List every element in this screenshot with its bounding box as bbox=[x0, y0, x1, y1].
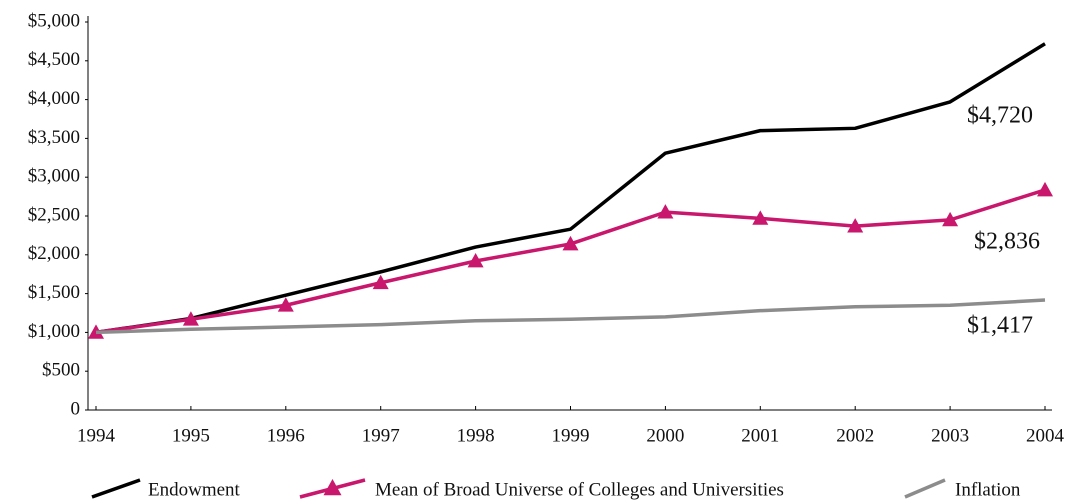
point-marker bbox=[277, 297, 294, 312]
legend-swatch bbox=[904, 478, 946, 499]
series-line bbox=[95, 42, 1046, 335]
x-tick-label: 1996 bbox=[267, 425, 305, 446]
y-tick-label: $3,000 bbox=[28, 166, 80, 187]
y-tick-label: $2,500 bbox=[28, 204, 80, 225]
x-tick-label: 2000 bbox=[646, 425, 684, 446]
y-tick-label: $3,500 bbox=[28, 127, 80, 148]
legend-swatch bbox=[91, 478, 141, 499]
point-marker bbox=[752, 210, 769, 225]
legend-label: Inflation bbox=[955, 479, 1021, 500]
point-marker bbox=[847, 218, 864, 233]
y-tick-label: $5,000 bbox=[28, 10, 80, 31]
x-tick-label: 2003 bbox=[931, 425, 969, 446]
x-tick-label: 1995 bbox=[172, 425, 210, 446]
point-marker bbox=[1037, 181, 1053, 197]
y-tick-label: $1,000 bbox=[28, 321, 80, 342]
series-line bbox=[95, 188, 1046, 335]
point-marker bbox=[657, 204, 674, 219]
x-tick-label: 1997 bbox=[362, 425, 400, 446]
value-label: $2,836 bbox=[974, 229, 1040, 255]
x-tick-label: 2004 bbox=[1026, 425, 1065, 446]
value-label: $4,720 bbox=[967, 103, 1033, 129]
point-marker bbox=[372, 274, 389, 290]
legend-marker bbox=[323, 479, 342, 496]
point-marker bbox=[182, 311, 199, 326]
series-line bbox=[95, 298, 1046, 335]
x-tick-label: 1994 bbox=[77, 425, 116, 446]
y-tick-label: $4,000 bbox=[28, 88, 80, 109]
y-tick-label: $4,500 bbox=[28, 49, 80, 70]
point-marker bbox=[562, 235, 579, 251]
y-tick-label: $2,000 bbox=[28, 243, 80, 264]
point-marker bbox=[942, 211, 959, 227]
x-tick-label: 1999 bbox=[552, 425, 590, 446]
point-marker bbox=[467, 253, 484, 268]
x-tick-label: 1998 bbox=[457, 425, 495, 446]
legend-label: Mean of Broad Universe of Colleges and U… bbox=[375, 479, 784, 500]
legend-label: Endowment bbox=[148, 479, 241, 500]
x-tick-label: 2002 bbox=[836, 425, 874, 446]
x-tick-label: 2001 bbox=[741, 425, 779, 446]
y-tick-label: 0 bbox=[71, 398, 81, 419]
value-label: $1,417 bbox=[967, 313, 1033, 339]
y-tick-label: $500 bbox=[42, 360, 80, 381]
y-tick-label: $1,500 bbox=[28, 282, 80, 303]
